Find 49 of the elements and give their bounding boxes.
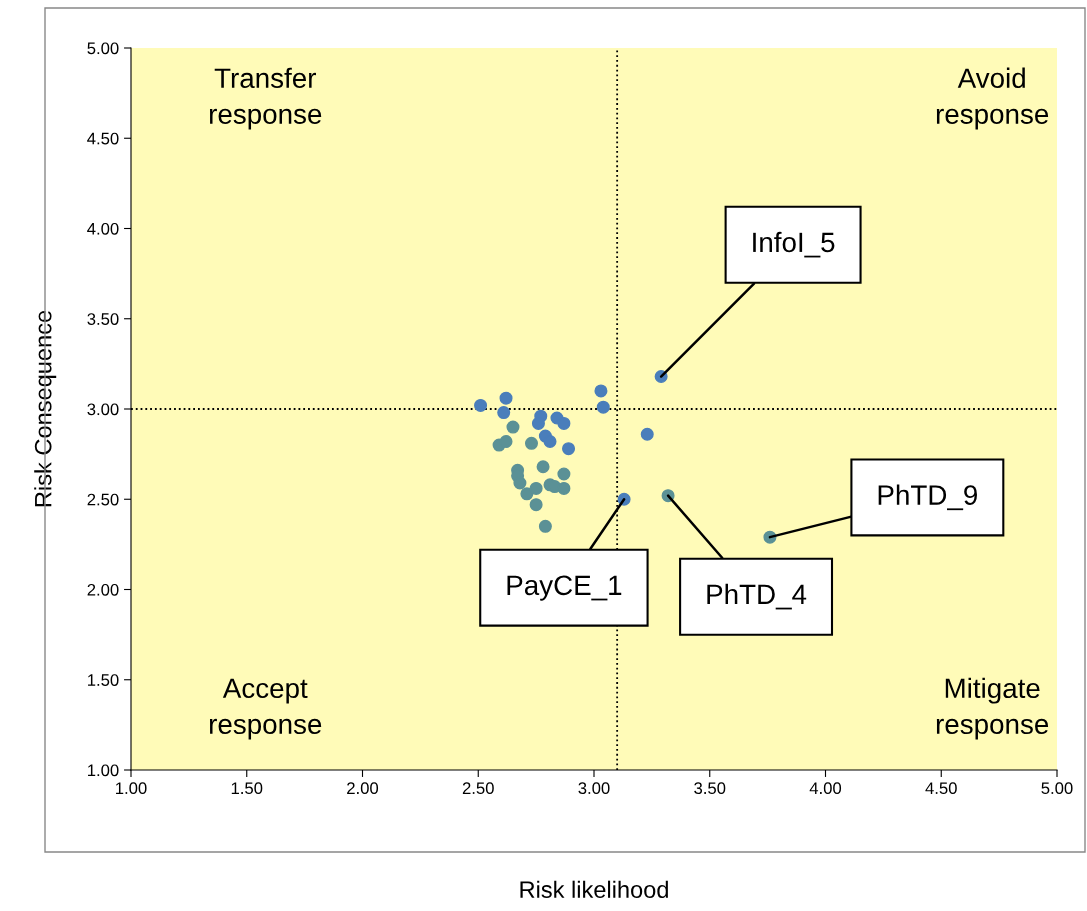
point xyxy=(543,434,557,448)
annotation: PayCE_1 xyxy=(507,575,622,601)
point xyxy=(531,416,545,430)
y-tick-label: 3.00 xyxy=(87,403,119,416)
y-tick-label: 1.50 xyxy=(88,674,119,686)
point xyxy=(640,427,654,441)
x-tick-label: 3.00 xyxy=(578,782,610,795)
point xyxy=(524,436,538,450)
annotation: InfoI_5 xyxy=(753,231,835,258)
point xyxy=(506,420,520,434)
x-tick-label: 5.00 xyxy=(1041,782,1073,795)
point xyxy=(557,481,571,495)
x-tick-label: 1.00 xyxy=(116,782,147,795)
annotation: PhTD_4 xyxy=(707,583,807,610)
point xyxy=(513,476,527,490)
point xyxy=(538,519,552,533)
point xyxy=(529,498,543,512)
y-tick-label: 2.50 xyxy=(87,493,119,506)
point xyxy=(520,487,534,501)
point xyxy=(536,460,550,474)
y-tick-label: 4.50 xyxy=(87,132,119,145)
x-tick-label: 2.00 xyxy=(347,782,379,795)
point xyxy=(557,467,571,481)
point xyxy=(529,481,543,495)
point xyxy=(596,400,610,414)
x-axis-title: Risk likelihood xyxy=(520,880,668,899)
annotation: Accept response xyxy=(209,678,322,740)
x-tick-label: 3.50 xyxy=(694,782,726,795)
point xyxy=(499,434,513,448)
y-tick-label: 4.00 xyxy=(87,222,119,235)
point xyxy=(557,416,571,430)
point xyxy=(474,398,488,412)
annotation: Transfer response xyxy=(209,67,322,130)
point xyxy=(499,391,513,405)
x-tick-label: 1.50 xyxy=(231,782,263,795)
y-tick-label: 3.50 xyxy=(87,313,119,325)
point xyxy=(594,384,608,398)
y-tick-label: 2.00 xyxy=(87,583,119,596)
x-tick-label: 4.00 xyxy=(809,782,842,795)
x-tick-label: 4.50 xyxy=(925,782,957,795)
point xyxy=(562,442,576,456)
annotation: PhTD_9 xyxy=(878,484,977,511)
x-tick-label: 2.50 xyxy=(462,782,494,795)
annotation: Mitigate response xyxy=(936,677,1049,740)
y-tick-label: 5.00 xyxy=(87,42,119,55)
point xyxy=(497,406,511,420)
annotation: Avoid response xyxy=(936,67,1049,130)
y-tick-label: 1.00 xyxy=(88,764,119,777)
y-axis-title: Risk Consequence xyxy=(34,310,57,507)
